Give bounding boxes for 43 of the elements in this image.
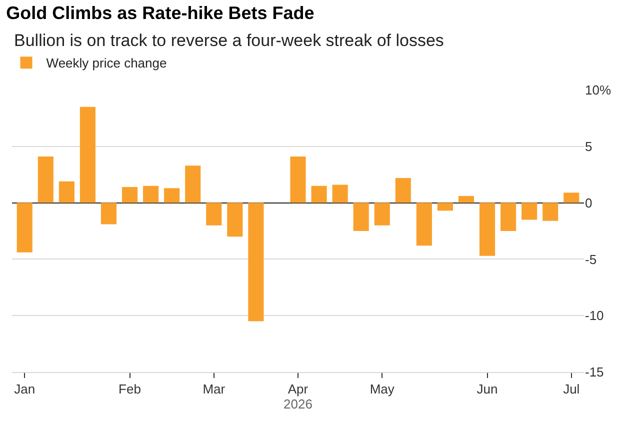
bar (353, 202, 369, 231)
chart-title: Gold Climbs as Rate-hike Bets Fade (6, 3, 314, 24)
bar (290, 156, 306, 203)
bar (416, 202, 432, 246)
bar (332, 184, 348, 203)
chart-subtitle: Bullion is on track to reverse a four-week streak of losses (14, 31, 444, 50)
bar (500, 202, 516, 231)
x-tick-label: Jun (476, 382, 498, 397)
bar (374, 202, 390, 226)
x-tick-label: May (370, 382, 395, 397)
x-tick-label: Mar (202, 382, 226, 397)
y-tick-label: 5 (585, 138, 592, 154)
bar (248, 202, 264, 322)
bar (122, 187, 138, 203)
y-tick-label: 0 (585, 195, 592, 210)
bar (164, 188, 180, 203)
bar (143, 186, 159, 203)
bar (542, 202, 558, 221)
x-tick-label: Feb (118, 382, 141, 397)
bar (395, 178, 411, 203)
bar (227, 202, 243, 237)
y-tick-label: 10% (585, 82, 612, 98)
bar (437, 202, 453, 211)
x-tick-label: Jul (563, 382, 580, 397)
bar (185, 166, 201, 203)
bar (38, 156, 54, 203)
y-tick-label: -15 (585, 364, 604, 380)
x-axis-title: 2026 (284, 396, 312, 412)
x-tick-label: Jan (14, 382, 36, 397)
bar (522, 202, 538, 220)
bar (311, 186, 327, 203)
bar (479, 202, 496, 256)
bar (564, 192, 580, 203)
y-tick-label: -10 (585, 308, 604, 324)
bar (80, 106, 96, 203)
legend-label: Weekly price change (46, 56, 167, 71)
bar (58, 181, 74, 203)
bar (206, 202, 222, 226)
x-tick-label: Apr (288, 382, 309, 397)
y-tick-label: -5 (585, 252, 597, 267)
bar (458, 196, 474, 203)
bar (100, 202, 117, 224)
bar (16, 202, 32, 252)
